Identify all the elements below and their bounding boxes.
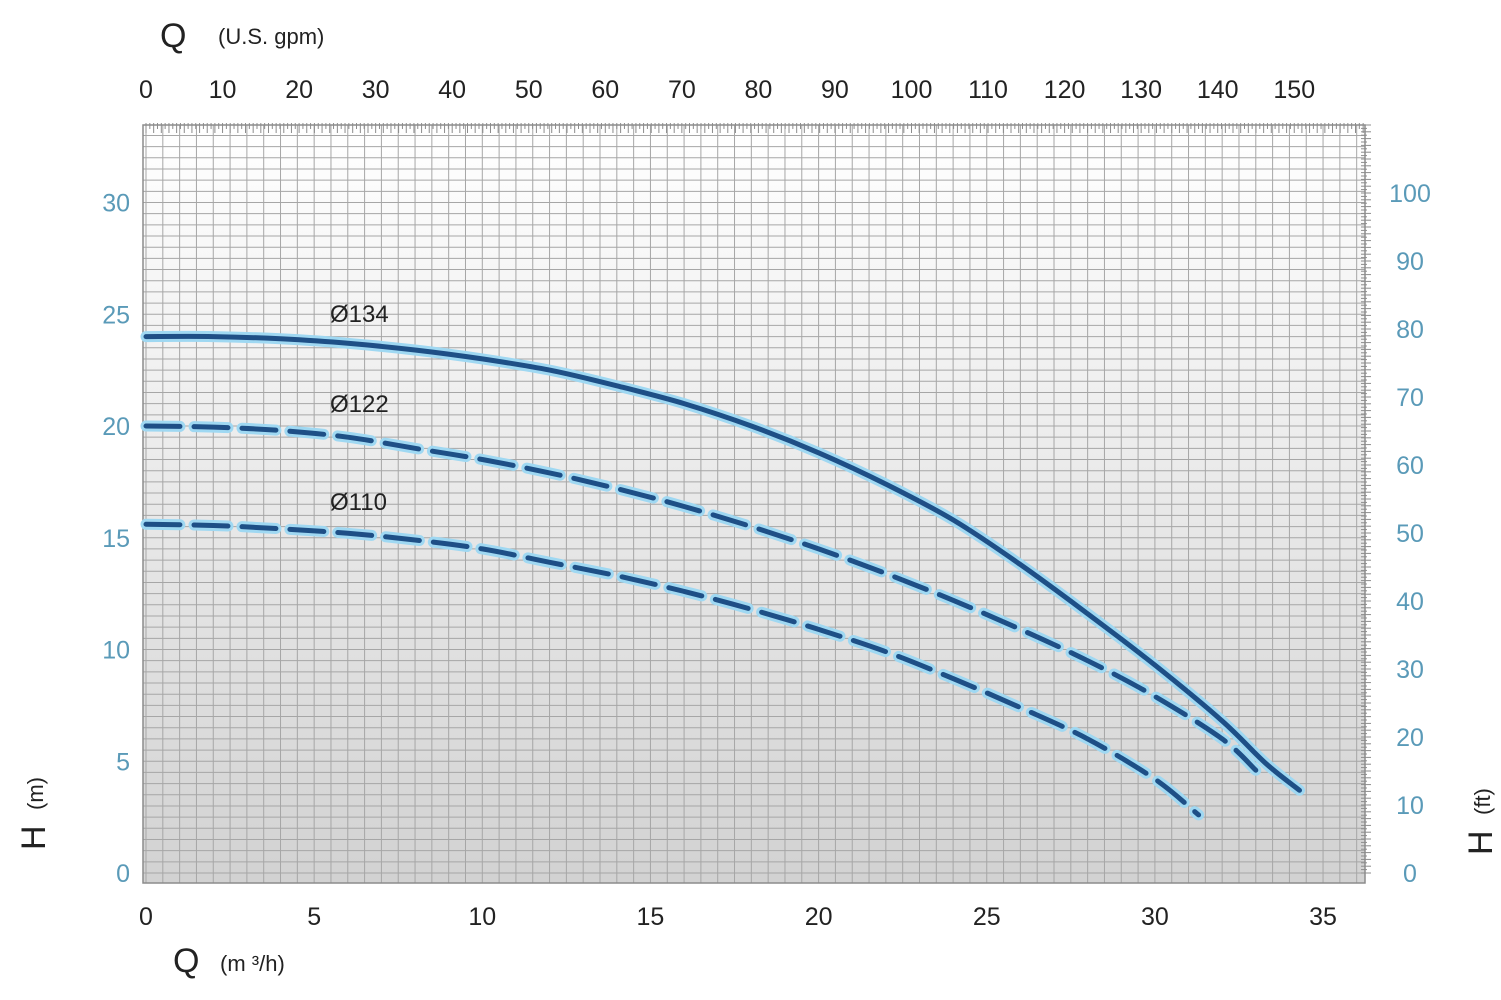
y-right-tick-label: 70 <box>1396 384 1424 412</box>
y-left-tick-label: 5 <box>116 748 130 776</box>
bottom-axis-unit: (m ³/h) <box>220 951 285 976</box>
y-right-tick-label: 10 <box>1396 792 1424 820</box>
x-top-tick-label: 80 <box>744 76 772 104</box>
plot-frame <box>142 124 1366 884</box>
top-axis-symbol: Q <box>160 17 186 55</box>
y-right-tick-label: 30 <box>1396 656 1424 684</box>
x-top-tick-label: 150 <box>1273 76 1315 104</box>
y-right-tick-label: 50 <box>1396 520 1424 548</box>
x-bottom-tick-label: 10 <box>468 903 496 931</box>
x-bottom-tick-label: 0 <box>139 903 153 931</box>
left-axis-unit: (m) <box>23 777 48 810</box>
x-bottom-tick-label: 5 <box>307 903 321 931</box>
curve-2 <box>143 423 1259 773</box>
curve-3 <box>143 521 1202 818</box>
curve-label-2: Ø122 <box>330 391 389 418</box>
x-bottom-tick-label: 35 <box>1309 903 1337 931</box>
right-y-ticks: 0 10 20 30 40 50 60 70 80 90 100 <box>1389 180 1431 888</box>
left-axis-symbol: H <box>15 825 53 850</box>
y-right-tick-label: 20 <box>1396 724 1424 752</box>
x-top-tick-label: 30 <box>362 76 390 104</box>
top-x-ticks: 0 10 20 30 40 50 60 70 80 90 100 110 120 130 140 150 <box>139 76 1315 104</box>
x-top-tick-label: 100 <box>891 76 933 104</box>
y-left-tick-label: 25 <box>102 301 130 329</box>
curve-1 <box>143 333 1302 793</box>
right-axis-unit: (ft) <box>1470 788 1495 815</box>
bottom-axis-symbol: Q <box>173 942 199 980</box>
x-top-tick-label: 110 <box>968 76 1008 104</box>
y-right-tick-label: 100 <box>1389 180 1431 208</box>
x-top-tick-label: 90 <box>821 76 849 104</box>
y-left-tick-label: 10 <box>102 637 130 665</box>
y-left-tick-label: 15 <box>102 525 130 553</box>
curve-label-3: Ø110 <box>330 489 387 516</box>
top-axis-unit: (U.S. gpm) <box>218 24 324 49</box>
y-right-tick-label: 90 <box>1396 248 1424 276</box>
y-right-tick-label: 40 <box>1396 588 1424 616</box>
x-top-tick-label: 0 <box>139 76 153 104</box>
curve-label-1: Ø134 <box>330 301 389 328</box>
x-top-tick-label: 50 <box>515 76 543 104</box>
y-left-tick-label: 30 <box>102 190 130 218</box>
y-left-tick-label: 0 <box>116 860 130 888</box>
y-right-tick-label: 80 <box>1396 316 1424 344</box>
x-top-tick-label: 140 <box>1197 76 1239 104</box>
y-right-tick-label: 0 <box>1403 860 1417 888</box>
x-bottom-tick-label: 20 <box>805 903 833 931</box>
bottom-x-ticks: 0 5 10 15 20 25 30 35 <box>139 903 1337 931</box>
left-axis-title: H (m) <box>15 777 53 850</box>
right-axis-symbol: H <box>1462 830 1500 855</box>
x-top-tick-label: 130 <box>1120 76 1162 104</box>
x-top-tick-label: 120 <box>1044 76 1086 104</box>
x-bottom-tick-label: 15 <box>637 903 665 931</box>
y-right-tick-label: 60 <box>1396 452 1424 480</box>
x-top-tick-label: 70 <box>668 76 696 104</box>
x-bottom-tick-label: 25 <box>973 903 1001 931</box>
curves <box>140 330 1305 821</box>
x-top-tick-label: 40 <box>438 76 466 104</box>
x-top-tick-label: 10 <box>209 76 237 104</box>
curve-labels: Ø134 Ø122 Ø110 <box>330 301 389 516</box>
x-top-tick-label: 60 <box>591 76 619 104</box>
left-y-ticks: 0 5 10 15 20 25 30 <box>102 190 130 889</box>
y-left-tick-label: 20 <box>102 413 130 441</box>
x-top-tick-label: 20 <box>285 76 313 104</box>
x-bottom-tick-label: 30 <box>1141 903 1169 931</box>
right-axis-title: H (ft) <box>1462 788 1500 855</box>
